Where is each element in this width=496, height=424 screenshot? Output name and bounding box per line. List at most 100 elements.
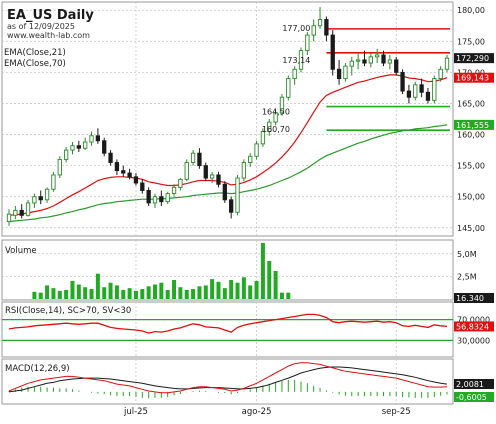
level-annotation: 160,70: [262, 125, 290, 134]
rsi-tick-label: 70,0000: [457, 316, 490, 325]
volume-bar: [51, 288, 56, 299]
volume-bar: [95, 273, 100, 299]
volume-bar: [57, 290, 62, 299]
ema70-value-tag: 161,555: [456, 121, 489, 130]
volume-bar: [260, 242, 265, 299]
volume-bar: [121, 289, 126, 299]
candle-body: [229, 199, 234, 213]
volume-bar: [229, 280, 234, 299]
ema70-legend: EMA(Close,70): [4, 59, 66, 69]
ema70-series: [8, 124, 448, 223]
candle-body: [438, 68, 443, 80]
candle-body: [286, 78, 291, 98]
volume-bar: [146, 286, 151, 299]
ema70-line: [8, 124, 448, 223]
price-tick-label: 155,00: [457, 162, 485, 171]
volume-bar: [140, 289, 145, 299]
price-tick-label: 180,00: [457, 6, 485, 15]
candle-body: [89, 135, 94, 143]
rsi-panel-title: RSI(Close,14), SC>70, SV<30: [5, 306, 131, 316]
volume-bar: [32, 291, 37, 299]
ema21-value-tag-bg: [454, 72, 494, 83]
candle-body: [51, 174, 56, 190]
website-label: www.wealth-lab.com: [7, 31, 90, 40]
volume-tick-label: 2,5M: [457, 272, 477, 281]
volume-bar: [159, 282, 164, 299]
candle-body: [235, 177, 240, 213]
volume-bar: [273, 270, 278, 299]
candle-body: [444, 57, 450, 70]
candle-body: [70, 145, 75, 151]
ema21-line: [8, 74, 448, 216]
volume-bar: [184, 289, 189, 299]
volume-bar: [191, 289, 196, 299]
x-tick-label: ago-25: [242, 407, 272, 417]
candle-body: [222, 183, 227, 201]
rsi-tick-label: 30,0000: [457, 336, 490, 345]
candle-body: [298, 50, 304, 70]
volume-panel-frame: [1, 239, 454, 301]
volume-bar: [197, 286, 202, 299]
rsi-value-tag: 56,8324: [456, 322, 489, 331]
candle-body: [305, 34, 310, 52]
candle-body: [83, 141, 88, 149]
axis-labels: 177,00 173,14 164,50 160,70 145,00 150,00 155,…: [123, 6, 490, 417]
candle-body: [248, 155, 253, 163]
candle-body: [209, 174, 215, 179]
candle-body: [355, 59, 361, 62]
volume-bar: [133, 290, 138, 299]
volume-bar: [70, 280, 75, 299]
candle-body: [279, 96, 285, 114]
volume-bar: [172, 280, 177, 299]
rsi-value-tag-bg: [454, 321, 494, 332]
x-tick-label: sep-25: [382, 407, 411, 417]
volume-bar: [235, 282, 240, 299]
macd-series: [8, 362, 448, 399]
macd-value-tag-bg: [454, 379, 494, 389]
level-annotation: 164,50: [262, 108, 290, 117]
candle-body: [108, 152, 113, 163]
macd-line: [8, 362, 448, 394]
price-tick-label: 150,00: [457, 193, 485, 202]
candle-body: [57, 158, 62, 176]
macd-signal-line: [8, 366, 448, 393]
volume-value-tag: 16.340: [456, 294, 484, 303]
volume-series: [32, 242, 291, 299]
candle-body: [203, 165, 208, 179]
volume-bar: [165, 289, 170, 299]
chart-title: EA_US Daily: [7, 8, 94, 23]
volume-bar: [114, 285, 119, 299]
candle-body: [178, 178, 183, 188]
volume-bar: [76, 284, 81, 299]
candle-body: [95, 135, 101, 142]
volume-bar: [38, 292, 43, 299]
rsi-line: [8, 313, 448, 334]
level-annotation: 177,00: [282, 24, 310, 33]
price-tick-label: 145,00: [457, 224, 485, 233]
macd-panel-frame: [1, 358, 454, 405]
candle-body: [368, 56, 373, 64]
candle-body: [292, 68, 297, 80]
candle-body: [273, 112, 278, 123]
candle-body: [413, 84, 418, 98]
candle-body: [241, 162, 247, 179]
candle-body: [171, 186, 177, 195]
last-price-tag-bg: [454, 53, 494, 64]
volume-tick-label: 5,0M: [457, 250, 477, 259]
candle-body: [330, 34, 335, 70]
macd-value-tag: 2,0081: [456, 380, 484, 389]
volume-bar: [216, 281, 221, 299]
rsi-panel-frame: [1, 301, 454, 358]
volume-bar: [89, 289, 94, 299]
candle-body: [400, 71, 405, 92]
candle-body: [343, 65, 348, 80]
price-levels: [326, 28, 450, 131]
macd-panel-title: MACD(12,26,9): [5, 364, 70, 374]
volume-bar: [102, 287, 107, 299]
ema70-value-tag-bg: [454, 119, 494, 130]
candle-body: [127, 172, 132, 178]
rsi-series: [2, 313, 453, 341]
price-tick-label: 175,00: [457, 37, 485, 46]
